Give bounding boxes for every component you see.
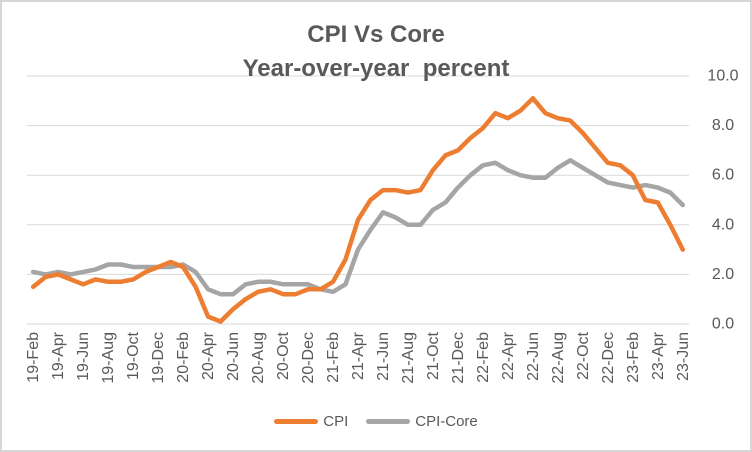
x-tick-label: 19-Feb	[25, 332, 42, 383]
x-tick-label: 21-Feb	[325, 332, 342, 383]
x-tick-label: 21-Apr	[350, 331, 367, 380]
x-axis-labels: 19-Feb 19-Apr 19-Jun 19-Aug 19-Oct 19-Dec 20-F…	[25, 331, 692, 383]
x-tick-label: 19-Dec	[150, 332, 167, 384]
gridlines	[27, 75, 689, 325]
x-tick-label: 19-Apr	[50, 331, 67, 380]
legend-swatch-cpi	[274, 419, 319, 424]
legend: CPI CPI-Core	[2, 413, 750, 430]
legend-swatch-cpi-core	[366, 419, 411, 424]
cpi-line	[30, 96, 686, 324]
x-tick-label: 20-Jun	[225, 332, 242, 381]
y-tick-label: 0.0	[712, 316, 734, 333]
cpi-core-line	[30, 158, 686, 297]
y-tick-label: 8.0	[712, 117, 734, 134]
y-axis-labels: 0.0 2.0 4.0 6.0 8.0 10.0	[707, 68, 738, 333]
x-tick-label: 19-Oct	[125, 331, 142, 380]
x-tick-label: 22-Aug	[550, 332, 567, 384]
y-tick-label: 6.0	[712, 167, 734, 184]
legend-item-cpi-core: CPI-Core	[366, 413, 478, 430]
x-tick-label: 23-Jun	[675, 332, 692, 381]
series-lines	[30, 96, 686, 324]
x-tick-label: 23-Apr	[650, 331, 667, 380]
x-tick-label: 21-Aug	[400, 332, 417, 384]
x-tick-label: 21-Dec	[450, 332, 467, 384]
y-tick-label: 2.0	[712, 266, 734, 283]
x-tick-label: 22-Feb	[475, 332, 492, 383]
x-tick-label: 20-Aug	[250, 332, 267, 384]
x-tick-label: 20-Apr	[200, 331, 217, 380]
y-tick-label: 10.0	[707, 68, 738, 85]
x-tick-label: 22-Apr	[500, 331, 517, 380]
x-tick-label: 20-Oct	[275, 331, 292, 380]
x-tick-label: 21-Jun	[375, 332, 392, 381]
x-tick-label: 20-Dec	[300, 332, 317, 384]
legend-label-cpi-core: CPI-Core	[415, 413, 478, 430]
legend-label-cpi: CPI	[323, 413, 349, 430]
x-tick-label: 21-Oct	[425, 331, 442, 380]
x-tick-label: 20-Feb	[175, 332, 192, 383]
legend-item-cpi: CPI	[274, 413, 348, 430]
x-tick-label: 19-Aug	[100, 332, 117, 384]
y-tick-label: 4.0	[712, 216, 734, 233]
x-tick-label: 22-Oct	[575, 331, 592, 380]
x-tick-label: 22-Jun	[525, 332, 542, 381]
x-tick-label: 19-Jun	[75, 332, 92, 381]
x-tick-label: 23-Feb	[625, 332, 642, 383]
x-tick-label: 22-Dec	[600, 332, 617, 384]
